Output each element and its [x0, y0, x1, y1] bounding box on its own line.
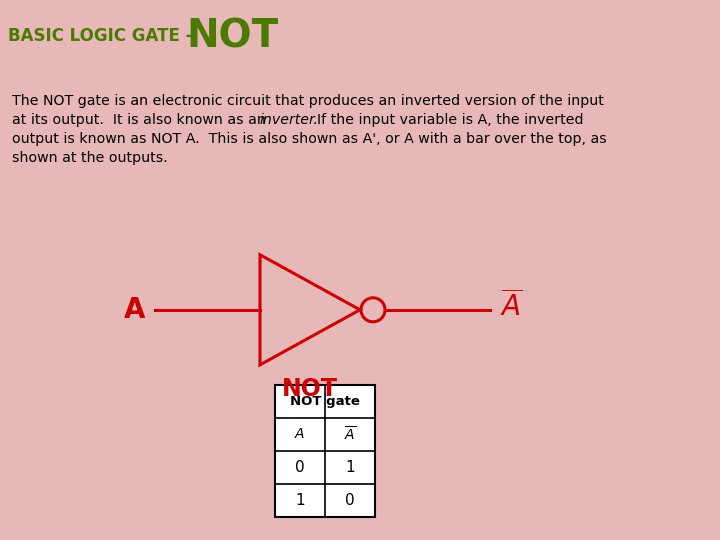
Text: A: A [124, 296, 145, 324]
Text: inverter.: inverter. [259, 113, 318, 127]
Text: 1: 1 [295, 493, 305, 508]
Text: 1: 1 [345, 460, 355, 475]
Text: NOT: NOT [282, 377, 338, 401]
Text: shown at the outputs.: shown at the outputs. [12, 151, 168, 165]
Text: The NOT gate is an electronic circuit that produces an inverted version of the i: The NOT gate is an electronic circuit th… [12, 93, 604, 107]
Text: $\overline{A}$: $\overline{A}$ [500, 291, 523, 322]
Text: $A$: $A$ [294, 427, 305, 441]
Bar [275, 385, 375, 517]
Text: 0: 0 [295, 460, 305, 475]
Text: $\overline{A}$: $\overline{A}$ [344, 426, 356, 443]
Text: at its output.  It is also known as an: at its output. It is also known as an [12, 113, 271, 127]
Text: NOT gate: NOT gate [290, 395, 360, 408]
Text: output is known as NOT A.  This is also shown as A', or A with a bar over the to: output is known as NOT A. This is also s… [12, 132, 607, 146]
Text: If the input variable is A, the inverted: If the input variable is A, the inverted [308, 113, 583, 127]
Text: NOT: NOT [186, 17, 278, 55]
Text: 0: 0 [345, 493, 355, 508]
Text: BASIC LOGIC GATE -: BASIC LOGIC GATE - [8, 27, 198, 45]
